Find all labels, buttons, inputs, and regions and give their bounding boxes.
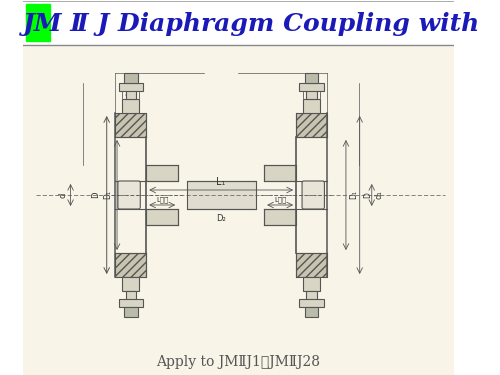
Bar (23, 0, 454, 45)
Text: d₁: d₁ (374, 190, 384, 200)
Bar (306, 89, 316, 99)
Polygon shape (296, 253, 327, 277)
Bar (126, 89, 136, 99)
Polygon shape (116, 253, 146, 277)
Bar (124, 73, 138, 83)
Bar (26, 4, 50, 41)
FancyBboxPatch shape (118, 181, 141, 209)
Polygon shape (264, 209, 296, 225)
Bar (300, 299, 324, 307)
Bar (304, 73, 318, 83)
Text: L₁: L₁ (216, 177, 226, 187)
Text: D₂: D₂ (216, 214, 226, 223)
Bar (124, 307, 138, 317)
Text: D: D (91, 192, 100, 198)
Polygon shape (296, 113, 327, 137)
Text: t: t (129, 82, 132, 91)
FancyBboxPatch shape (302, 181, 324, 209)
Polygon shape (116, 113, 146, 137)
Text: D₁: D₁ (350, 190, 358, 200)
Bar (306, 291, 316, 301)
Text: L联联: L联联 (274, 196, 286, 202)
Bar (300, 83, 324, 91)
Bar (23, 45, 454, 375)
Text: d: d (59, 192, 68, 198)
Bar (304, 307, 318, 317)
Text: Apply to JMⅡJ1　JMⅡJ28: Apply to JMⅡJ1 JMⅡJ28 (156, 355, 320, 369)
Polygon shape (146, 209, 178, 225)
Bar (122, 99, 140, 113)
Bar (119, 83, 143, 91)
Bar (119, 299, 143, 307)
Text: JM Ⅱ J Diaphragm Coupling with: JM Ⅱ J Diaphragm Coupling with (22, 12, 480, 36)
Bar (122, 277, 140, 291)
Polygon shape (146, 165, 178, 181)
Bar (303, 277, 320, 291)
Text: D: D (363, 192, 372, 198)
Polygon shape (264, 165, 296, 181)
Bar (186, 181, 256, 209)
Bar (303, 99, 320, 113)
Bar (126, 291, 136, 301)
Text: t: t (310, 82, 313, 91)
Text: L联联: L联联 (156, 196, 168, 202)
Text: D₁: D₁ (103, 190, 112, 200)
